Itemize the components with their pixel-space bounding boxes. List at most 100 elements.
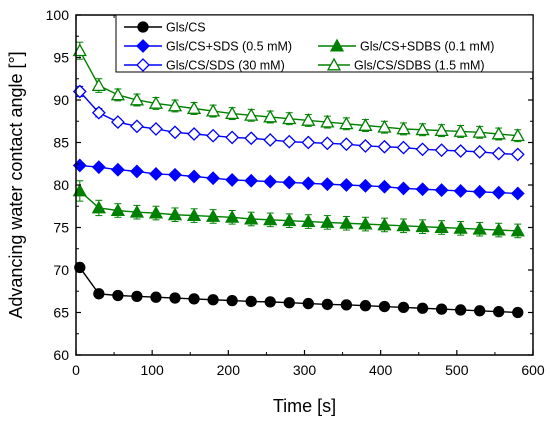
data-point xyxy=(510,186,525,201)
data-point xyxy=(264,296,276,308)
data-point xyxy=(110,87,125,101)
data-point xyxy=(244,173,259,188)
data-point xyxy=(377,119,392,133)
data-point xyxy=(188,293,200,305)
legend-swatch-marker xyxy=(329,38,345,52)
data-point xyxy=(358,118,373,131)
data-point xyxy=(491,222,506,236)
data-point xyxy=(93,288,105,300)
data-point xyxy=(130,164,144,179)
y-tick-label: 80 xyxy=(53,177,69,193)
data-point xyxy=(378,300,391,313)
data-point xyxy=(472,144,487,159)
data-point xyxy=(225,209,240,223)
data-point xyxy=(358,178,373,193)
data-point xyxy=(130,119,144,134)
x-tick-label: 100 xyxy=(140,362,164,378)
series-2 xyxy=(72,84,525,162)
legend-swatch-marker xyxy=(136,39,150,53)
data-point xyxy=(377,139,392,154)
data-point xyxy=(415,182,430,197)
data-point xyxy=(339,116,354,130)
data-point xyxy=(72,183,87,197)
data-point xyxy=(434,183,449,198)
data-point xyxy=(91,160,106,175)
data-point xyxy=(263,133,278,147)
data-point xyxy=(339,215,354,229)
legend-entry-3: Gls/CS+SDBS (0.1 mM) xyxy=(318,38,494,54)
legend-box xyxy=(115,14,534,73)
data-point xyxy=(453,124,468,137)
data-point xyxy=(320,136,335,151)
data-point xyxy=(187,169,201,184)
series-4 xyxy=(72,41,525,143)
data-point xyxy=(91,105,106,120)
data-point xyxy=(72,43,87,57)
data-point xyxy=(434,143,449,158)
data-point xyxy=(169,292,181,304)
legend: Gls/CS Gls/CS+SDS (0.5 mM) Gls/CS/SDS (30 … xyxy=(115,14,534,73)
y-tick-label: 95 xyxy=(53,50,69,66)
data-point xyxy=(225,172,240,187)
data-point xyxy=(321,298,334,311)
legend-swatch-marker xyxy=(136,58,150,72)
x-axis-title: Time [s] xyxy=(273,396,336,416)
data-point xyxy=(510,223,525,237)
data-point xyxy=(225,106,240,120)
data-point xyxy=(396,140,411,155)
data-point xyxy=(186,101,202,114)
data-point xyxy=(301,214,316,228)
axes-layer: 0 100 200 300 400 500 600 60 65 70 75 80 85 90 95 100 xyxy=(46,7,545,378)
data-point xyxy=(263,174,278,189)
series-3 xyxy=(72,180,525,239)
legend-items: Gls/CS Gls/CS+SDS (0.5 mM) Gls/CS/SDS (30 … xyxy=(124,21,494,73)
data-point xyxy=(491,185,506,200)
data-point xyxy=(510,128,525,142)
data-point xyxy=(415,142,430,157)
data-point xyxy=(149,167,163,181)
data-point xyxy=(207,294,219,306)
data-point xyxy=(320,215,335,228)
data-point xyxy=(396,218,411,232)
data-point xyxy=(167,98,183,112)
data-point xyxy=(244,107,259,121)
y-tick-label: 60 xyxy=(53,347,69,363)
data-point xyxy=(282,175,297,190)
data-point xyxy=(434,123,449,137)
data-point xyxy=(112,289,124,302)
data-point xyxy=(358,216,373,230)
data-point xyxy=(415,219,430,233)
data-point xyxy=(454,304,467,316)
data-point xyxy=(205,103,221,117)
data-point xyxy=(435,303,448,315)
legend-label: Gls/CS/SDS (30 mM) xyxy=(166,59,285,73)
data-point xyxy=(110,203,125,216)
y-tick-label: 85 xyxy=(53,135,69,151)
data-point xyxy=(129,204,145,218)
data-point xyxy=(282,213,297,227)
data-point xyxy=(91,200,106,214)
legend-label: Gls/CS/SDBS (1.5 mM) xyxy=(354,59,485,73)
data-point xyxy=(149,121,163,136)
data-point xyxy=(301,176,316,191)
y-tick-label: 100 xyxy=(46,7,70,23)
legend-entry-1: Gls/CS+SDS (0.5 mM) xyxy=(124,39,292,54)
data-point xyxy=(377,179,392,194)
data-point xyxy=(168,167,182,182)
data-point xyxy=(91,78,106,91)
data-point xyxy=(453,144,468,158)
data-point xyxy=(491,126,506,140)
data-point xyxy=(148,96,164,109)
data-point xyxy=(377,217,392,231)
data-point xyxy=(359,300,372,312)
data-point xyxy=(244,131,259,146)
data-point xyxy=(512,306,524,319)
data-point xyxy=(244,211,259,225)
legend-entry-4: Gls/CS/SDBS (1.5 mM) xyxy=(318,57,485,73)
data-point xyxy=(168,125,182,140)
x-tick-label: 600 xyxy=(521,362,545,378)
legend-label: Gls/CS+SDBS (0.1 mM) xyxy=(360,40,494,54)
data-point xyxy=(396,121,411,135)
data-point xyxy=(474,305,486,317)
data-point xyxy=(493,305,505,318)
